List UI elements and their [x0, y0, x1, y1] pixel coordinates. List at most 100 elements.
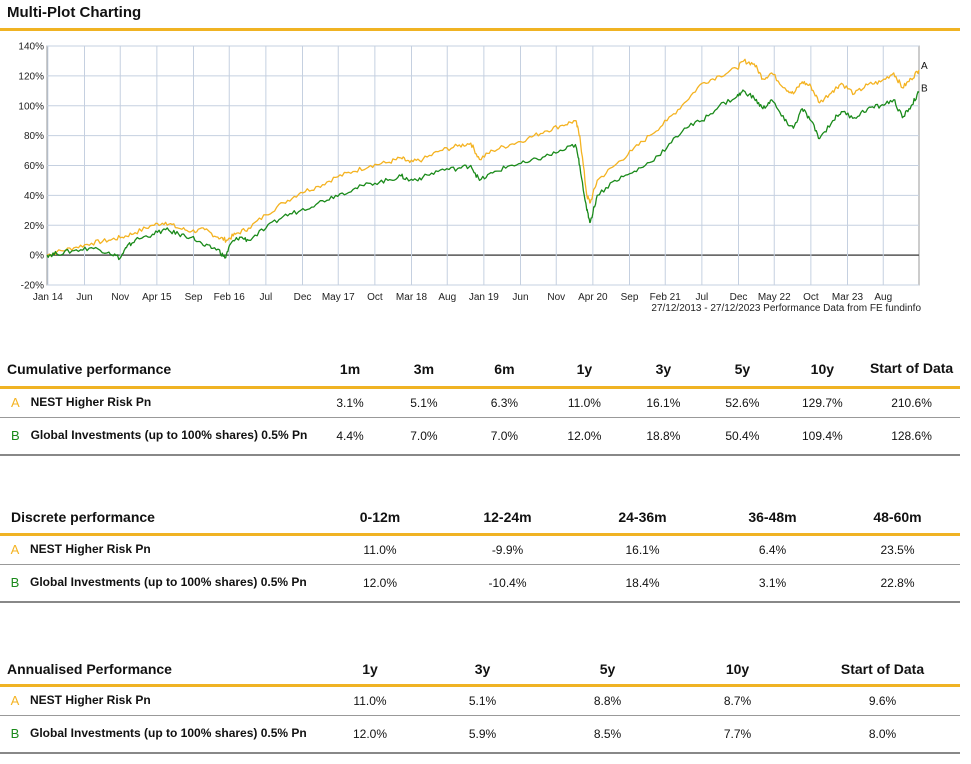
- x-tick-label: May 17: [322, 292, 355, 303]
- x-tick-label: Mar 23: [832, 292, 864, 303]
- value-cell: 12.0%: [362, 575, 398, 590]
- discrete-table: Discrete performance 0-12m 12-24m 24-36m…: [0, 502, 960, 603]
- table-row: A NEST Higher Risk Pn 3.1% 5.1% 6.3% 11.…: [0, 387, 960, 417]
- table-row: B Global Investments (up to 100% shares)…: [0, 715, 960, 753]
- y-tick-label: 20%: [24, 221, 44, 232]
- x-tick-label: Feb 16: [214, 292, 246, 303]
- annualised-title: Annualised Performance: [7, 661, 172, 678]
- table-row: A NEST Higher Risk Pn 11.0% 5.1% 8.8% 8.…: [0, 685, 960, 715]
- annualised-table: Annualised Performance 1y 3y 5y 10y Star…: [0, 655, 960, 754]
- col-header: 3y: [474, 661, 491, 678]
- fund-name: NEST Higher Risk Pn: [30, 693, 151, 707]
- value-cell: 3.1%: [336, 395, 364, 410]
- value-cell: 11.0%: [363, 542, 397, 557]
- y-tick-label: 120%: [18, 71, 44, 82]
- col-header: Start of Data: [840, 661, 925, 678]
- y-tick-label: 140%: [18, 42, 44, 53]
- value-cell: 12.0%: [352, 726, 388, 741]
- x-tick-label: Jun: [76, 292, 92, 303]
- x-tick-label: Jul: [259, 292, 272, 303]
- series-line-b: [46, 89, 920, 261]
- x-tick-label: Jan 19: [469, 292, 499, 303]
- x-tick-label: Feb 21: [650, 292, 682, 303]
- value-cell: 7.7%: [723, 726, 752, 741]
- value-cell: 50.4%: [725, 428, 760, 443]
- col-header: 0-12m: [359, 509, 401, 526]
- col-header: 36-48m: [748, 509, 797, 526]
- col-header: 1y: [576, 360, 593, 377]
- series-marker: B: [10, 726, 20, 742]
- col-header: 48-60m: [873, 509, 922, 526]
- value-cell: 16.1%: [625, 542, 660, 557]
- x-tick-label: Jun: [512, 292, 528, 303]
- series-marker: A: [10, 542, 20, 557]
- value-cell: 16.1%: [646, 395, 681, 410]
- x-tick-label: Aug: [874, 292, 892, 303]
- title-rule: [0, 28, 960, 31]
- x-tick-label: Jan 14: [33, 292, 63, 303]
- col-header: 1m: [339, 360, 361, 377]
- table-row: B Global Investments (up to 100% shares)…: [0, 564, 960, 602]
- col-header: 5y: [599, 661, 616, 678]
- series-marker: B: [10, 428, 20, 444]
- y-tick-label: 60%: [24, 161, 44, 172]
- y-tick-label: 100%: [18, 101, 44, 112]
- y-tick-label: 40%: [24, 191, 44, 202]
- chart-caption: 27/12/2013 - 27/12/2023 Performance Data…: [651, 303, 921, 314]
- series-marker: A: [10, 395, 20, 410]
- table-row: A NEST Higher Risk Pn 11.0% -9.9% 16.1% …: [0, 534, 960, 564]
- value-cell: 210.6%: [891, 395, 932, 410]
- value-cell: 7.0%: [490, 428, 519, 443]
- x-tick-label: Dec: [730, 292, 748, 303]
- series-marker: A: [10, 693, 20, 708]
- value-cell: 4.4%: [336, 428, 364, 443]
- x-tick-label: Jul: [695, 292, 708, 303]
- value-cell: 3.1%: [758, 575, 787, 590]
- value-cell: 8.7%: [723, 693, 752, 708]
- value-cell: 8.8%: [593, 693, 622, 708]
- x-tick-label: Dec: [294, 292, 312, 303]
- value-cell: 5.1%: [468, 693, 497, 708]
- value-cell: -10.4%: [488, 575, 527, 590]
- x-tick-label: Mar 18: [396, 292, 428, 303]
- value-cell: 11.0%: [353, 693, 387, 708]
- value-cell: 11.0%: [567, 395, 601, 410]
- fund-name: Global Investments (up to 100% shares) 0…: [30, 726, 307, 741]
- value-cell: 8.5%: [593, 726, 622, 741]
- discrete-title: Discrete performance: [11, 509, 155, 526]
- value-cell: 109.4%: [802, 428, 843, 443]
- table-row: B Global Investments (up to 100% shares)…: [0, 417, 960, 455]
- col-header: 5y: [734, 360, 751, 377]
- value-cell: 12.0%: [567, 428, 602, 443]
- fund-name: Global Investments (up to 100% shares) 0…: [30, 428, 308, 443]
- x-tick-label: Aug: [438, 292, 456, 303]
- fund-name: NEST Higher Risk Pn: [30, 395, 152, 409]
- x-tick-label: Oct: [803, 292, 819, 303]
- value-cell: 23.5%: [880, 542, 915, 557]
- value-cell: 7.0%: [410, 428, 438, 443]
- x-tick-label: Apr 15: [142, 292, 172, 303]
- value-cell: 18.8%: [646, 428, 681, 443]
- page-title: Multi-Plot Charting: [7, 4, 142, 21]
- x-tick-label: Oct: [367, 292, 383, 303]
- fund-name: NEST Higher Risk Pn: [30, 542, 151, 556]
- col-header: 1y: [362, 661, 378, 678]
- y-tick-label: 80%: [24, 131, 44, 142]
- cumulative-title: Cumulative performance: [7, 360, 172, 377]
- col-header: 10y: [725, 661, 750, 678]
- x-tick-label: Nov: [111, 292, 129, 303]
- series-end-label: B: [921, 83, 928, 94]
- cumulative-table: Cumulative performance 1m 3m 6m 1y 3y 5y…: [0, 352, 960, 456]
- col-header: 24-36m: [618, 509, 667, 526]
- col-header: 12-24m: [483, 509, 532, 526]
- col-header: 3m: [413, 360, 435, 377]
- x-tick-label: Apr 20: [578, 292, 608, 303]
- value-cell: 18.4%: [625, 575, 660, 590]
- series-line-a: [46, 58, 920, 257]
- fund-name: Global Investments (up to 100% shares) 0…: [30, 575, 307, 590]
- performance-chart: -20% 0% 20% 40% 60% 80% 100% 120% 140% Jan 14 Jun N…: [18, 42, 928, 315]
- col-header: Start of Data: [869, 360, 954, 377]
- value-cell: 8.0%: [868, 726, 897, 741]
- x-tick-label: Sep: [185, 292, 203, 303]
- value-cell: 6.4%: [758, 542, 787, 557]
